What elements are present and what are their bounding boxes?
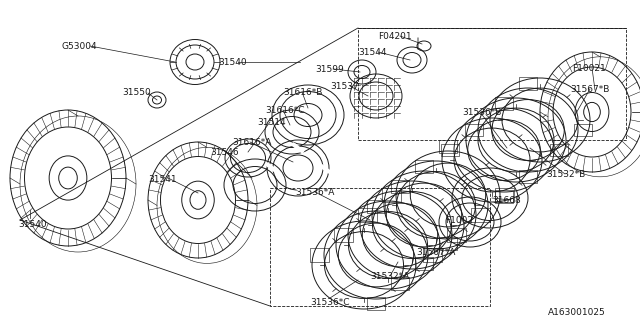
Bar [438,237,458,250]
Text: 31536*A: 31536*A [295,188,334,197]
Bar [270,188,490,306]
Text: G53004: G53004 [62,42,98,51]
Bar [495,188,514,202]
Bar [438,140,458,153]
Bar [358,208,377,221]
Bar [495,97,513,110]
Text: 31616*C: 31616*C [265,106,305,115]
Text: 31668: 31668 [492,196,521,205]
Bar [367,297,385,310]
Bar [390,180,410,193]
Bar [519,77,537,90]
Text: 31616*A: 31616*A [232,138,271,147]
Bar [447,228,466,242]
Bar [415,257,433,270]
Text: 31514: 31514 [257,118,285,127]
Bar [495,190,513,203]
Text: 31536*C: 31536*C [310,298,349,307]
Text: 31546: 31546 [210,148,239,157]
Text: 31537: 31537 [330,82,359,91]
Text: 31544: 31544 [358,48,387,57]
Text: F10021: F10021 [572,64,605,73]
Bar [390,277,410,290]
Bar [310,248,329,261]
Bar [334,228,353,242]
Bar [440,144,458,156]
Text: F04201: F04201 [378,32,412,41]
Text: 31540: 31540 [218,58,246,67]
Text: 31616*B: 31616*B [283,88,323,97]
Bar [415,160,433,173]
Bar [573,124,591,136]
Bar [465,124,483,136]
Bar [550,144,568,156]
Text: 31536*B: 31536*B [462,108,501,117]
Text: A163001025: A163001025 [548,308,605,317]
Text: 31532*A: 31532*A [370,272,409,281]
Bar [367,200,385,213]
Text: 31599: 31599 [315,65,344,74]
Text: 31550: 31550 [122,88,151,97]
Bar [382,188,401,202]
Text: 31567*B: 31567*B [570,85,609,94]
Bar [471,208,490,221]
Bar [423,248,442,261]
Text: 31540: 31540 [18,220,47,229]
Text: 31541: 31541 [148,175,177,184]
Bar [519,170,537,183]
Text: 31532*B: 31532*B [546,170,585,179]
Bar [358,28,626,140]
Text: 31567*A: 31567*A [416,248,456,257]
Text: F1002: F1002 [445,216,473,225]
